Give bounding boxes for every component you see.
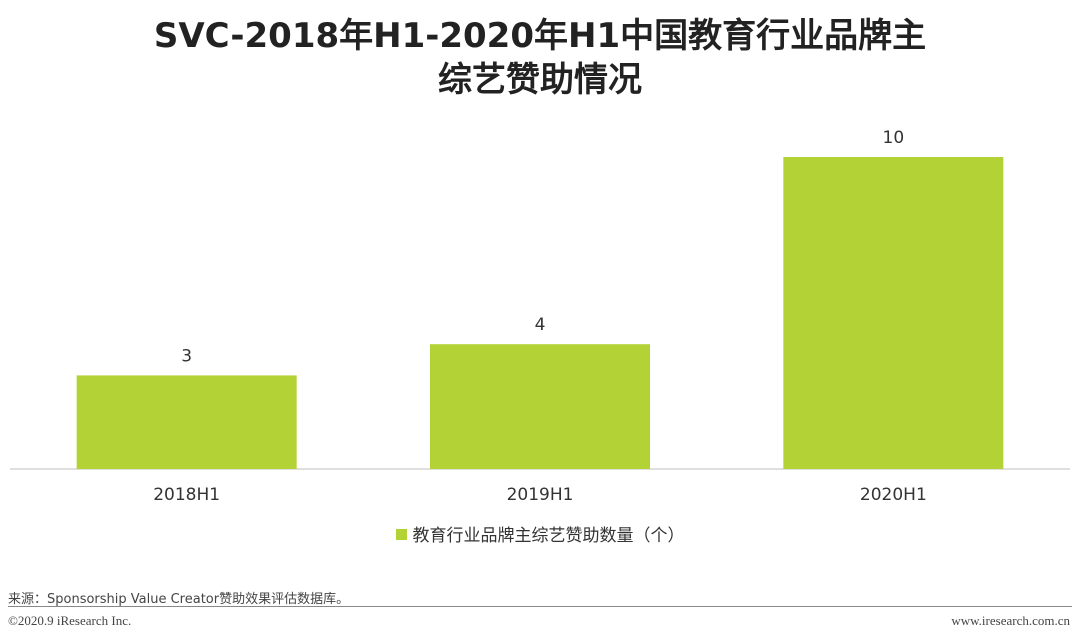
footer-divider bbox=[8, 606, 1072, 607]
chart-title-line-1: SVC-2018年H1-2020年H1中国教育行业品牌主 bbox=[153, 16, 927, 56]
x-tick-label-2019H1: 2019H1 bbox=[507, 485, 574, 505]
data-label-2018H1: 3 bbox=[181, 346, 192, 366]
data-label-2019H1: 4 bbox=[535, 315, 546, 335]
bar-2020H1 bbox=[783, 157, 1004, 469]
legend-swatch bbox=[395, 529, 407, 540]
legend: 教育行业品牌主综艺赞助数量（个） bbox=[0, 521, 1080, 546]
chart-title-line-2: 综艺赞助情况 bbox=[438, 60, 642, 100]
x-tick-label-2018H1: 2018H1 bbox=[153, 485, 220, 505]
bar-2019H1 bbox=[430, 344, 650, 469]
website-link[interactable]: www.iresearch.com.cn bbox=[951, 613, 1070, 628]
source-note: 来源：Sponsorship Value Creator赞助效果评估数据库。 bbox=[8, 592, 350, 607]
chart-title: SVC-2018年H1-2020年H1中国教育行业品牌主 综艺赞助情况 bbox=[0, 14, 1080, 102]
x-tick-label-2020H1: 2020H1 bbox=[860, 485, 927, 505]
copyright-text: ©2020.9 iResearch Inc. bbox=[8, 613, 132, 628]
legend-label: 教育行业品牌主综艺赞助数量（个） bbox=[412, 526, 685, 546]
bar-2018H1 bbox=[76, 375, 297, 469]
data-label-2020H1: 10 bbox=[883, 128, 905, 148]
